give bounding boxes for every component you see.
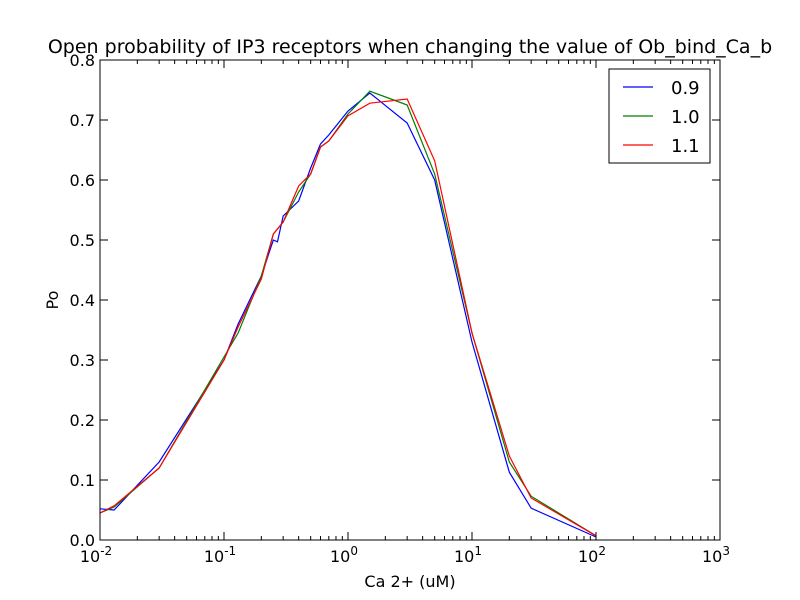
y-tick-label: 0.7 (70, 111, 95, 130)
x-tick-base: 10 (330, 547, 350, 566)
x-tick-base: 10 (80, 547, 100, 566)
x-tick-base: 10 (204, 547, 224, 566)
x-tick-label: 10-2 (80, 544, 112, 566)
chart-title: Open probability of IP3 receptors when c… (48, 36, 772, 58)
legend-box (608, 68, 711, 164)
x-tick-exponent: 3 (722, 544, 730, 558)
series-line-0.9 (99, 92, 597, 538)
x-tick-label: 103 (702, 544, 730, 566)
y-tick-label: 0.3 (70, 351, 95, 370)
x-axis-label: Ca 2+ (uM) (364, 572, 455, 591)
plot-frame (99, 59, 721, 541)
legend-label-0.9: 0.9 (671, 78, 700, 99)
series-line-1.0 (99, 90, 597, 537)
x-tick-exponent: 2 (598, 544, 606, 558)
y-tick-label: 0.6 (70, 171, 95, 190)
x-tick-label: 10-1 (204, 544, 236, 566)
x-tick-exponent: -2 (100, 544, 112, 558)
series-layer (99, 90, 597, 538)
y-tick-label: 0.1 (70, 471, 95, 490)
y-axis-label: Po (43, 291, 62, 310)
x-tick-base: 10 (578, 547, 598, 566)
legend-label-1.1: 1.1 (671, 136, 700, 157)
y-tick-label: 0.8 (70, 51, 95, 70)
x-tick-exponent: -1 (224, 544, 236, 558)
x-tick-exponent: 1 (474, 544, 482, 558)
y-tick-label: 0.4 (70, 291, 95, 310)
x-tick-label: 102 (578, 544, 606, 566)
series-line-1.1 (99, 98, 597, 537)
x-tick-base: 10 (454, 547, 474, 566)
x-tick-label: 100 (330, 544, 358, 566)
y-tick-label: 0.2 (70, 411, 95, 430)
ticks-layer: 0.00.10.20.30.40.50.60.70.810-2 10-1 100 10… (70, 51, 730, 566)
y-tick-label: 0.0 (70, 531, 95, 550)
x-tick-base: 10 (702, 547, 722, 566)
y-tick-label: 0.5 (70, 231, 95, 250)
legend: 0.9 1.0 1.1 (608, 68, 711, 164)
legend-label-1.0: 1.0 (671, 107, 700, 128)
x-tick-label: 101 (454, 544, 482, 566)
x-tick-exponent: 0 (350, 544, 358, 558)
